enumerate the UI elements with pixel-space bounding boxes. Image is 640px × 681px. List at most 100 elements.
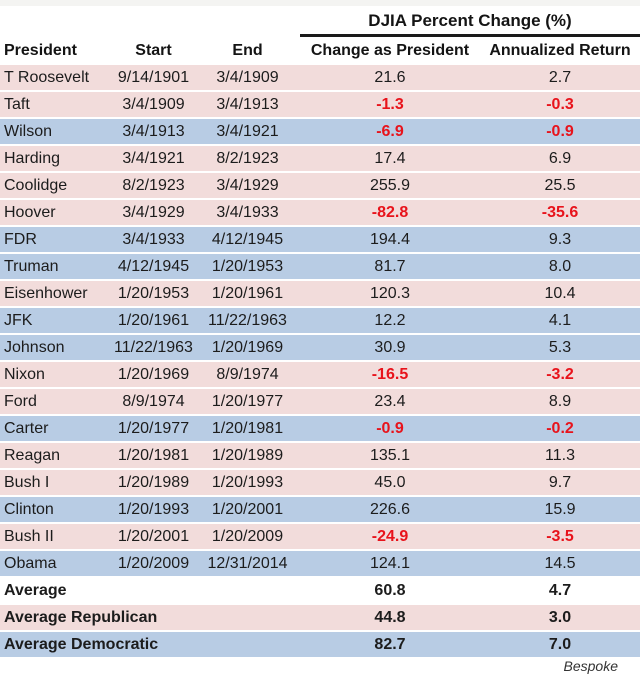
start-date-cell: 1/20/1969 xyxy=(112,362,195,387)
change-as-president-cell: 124.1 xyxy=(300,551,480,576)
summary-annualized-cell: 3.0 xyxy=(480,605,640,630)
change-as-president-cell: -24.9 xyxy=(300,524,480,549)
end-date-cell: 1/20/1969 xyxy=(195,335,300,360)
annualized-return-cell: -0.3 xyxy=(480,92,640,117)
president-cell: FDR xyxy=(0,227,112,252)
summary-annualized-cell: 7.0 xyxy=(480,632,640,657)
table-row: Wilson 3/4/1913 3/4/1921 -6.9 -0.9 xyxy=(0,119,640,144)
end-date-cell: 8/2/1923 xyxy=(195,146,300,171)
annualized-return-cell: 2.7 xyxy=(480,65,640,90)
group-title-row: DJIA Percent Change (%) xyxy=(0,8,640,37)
summary-label-cell: Average Democratic xyxy=(0,632,300,657)
summary-label-cell: Average xyxy=(4,581,67,599)
column-header-change: Change as President xyxy=(310,42,470,59)
source-credit: Bespoke xyxy=(563,658,618,674)
summary-label-cell: Average Republican xyxy=(0,605,300,630)
end-date-cell: 4/12/1945 xyxy=(195,227,300,252)
president-cell: Ford xyxy=(0,389,112,414)
start-date-cell: 8/2/1923 xyxy=(112,173,195,198)
annualized-return-cell: 9.3 xyxy=(480,227,640,252)
column-header-president: President xyxy=(4,42,77,59)
column-header-end: End xyxy=(232,42,263,59)
end-date-cell: 1/20/1953 xyxy=(195,254,300,279)
table-row: Taft 3/4/1909 3/4/1913 -1.3 -0.3 xyxy=(0,92,640,117)
table-row: Bush II 1/20/2001 1/20/2009 -24.9 -3.5 xyxy=(0,524,640,549)
annualized-return-cell: 5.3 xyxy=(480,335,640,360)
annualized-return-cell: 15.9 xyxy=(480,497,640,522)
start-date-cell: 4/12/1945 xyxy=(112,254,195,279)
table-group-title: DJIA Percent Change (%) xyxy=(300,8,640,37)
change-as-president-cell: -6.9 xyxy=(300,119,480,144)
table-row: JFK 1/20/1961 11/22/1963 12.2 4.1 xyxy=(0,308,640,333)
annualized-return-cell: 25.5 xyxy=(480,173,640,198)
start-date-cell: 1/20/2001 xyxy=(112,524,195,549)
annualized-return-cell: 14.5 xyxy=(480,551,640,576)
table-row: Reagan 1/20/1981 1/20/1989 135.1 11.3 xyxy=(0,443,640,468)
president-cell: Coolidge xyxy=(0,173,112,198)
start-date-cell: 9/14/1901 xyxy=(112,65,195,90)
start-date-cell: 1/20/1993 xyxy=(112,497,195,522)
summary-annualized-cell: 4.7 xyxy=(548,581,572,599)
president-cell: JFK xyxy=(0,308,112,333)
change-as-president-cell: -1.3 xyxy=(300,92,480,117)
start-date-cell: 3/4/1933 xyxy=(112,227,195,252)
end-date-cell: 3/4/1909 xyxy=(195,65,300,90)
change-as-president-cell: 23.4 xyxy=(300,389,480,414)
summary-change-cell: 44.8 xyxy=(300,605,480,630)
column-header-start: Start xyxy=(135,42,172,59)
president-cell: Eisenhower xyxy=(0,281,112,306)
annualized-return-cell: 9.7 xyxy=(480,470,640,495)
president-cell: Taft xyxy=(0,92,112,117)
summary-row: Average 60.8 4.7 xyxy=(0,578,640,603)
table-row: Hoover 3/4/1929 3/4/1933 -82.8 -35.6 xyxy=(0,200,640,225)
president-cell: Harding xyxy=(0,146,112,171)
change-as-president-cell: -0.9 xyxy=(300,416,480,441)
start-date-cell: 8/9/1974 xyxy=(112,389,195,414)
annualized-return-cell: 11.3 xyxy=(480,443,640,468)
change-as-president-cell: 255.9 xyxy=(300,173,480,198)
start-date-cell: 11/22/1963 xyxy=(112,335,195,360)
annualized-return-cell: -3.2 xyxy=(480,362,640,387)
group-title-spacer xyxy=(0,8,300,37)
president-cell: Hoover xyxy=(0,200,112,225)
change-as-president-cell: 120.3 xyxy=(300,281,480,306)
table-row: Coolidge 8/2/1923 3/4/1929 255.9 25.5 xyxy=(0,173,640,198)
start-date-cell: 3/4/1921 xyxy=(112,146,195,171)
start-date-cell: 3/4/1913 xyxy=(112,119,195,144)
start-date-cell: 3/4/1909 xyxy=(112,92,195,117)
start-date-cell: 1/20/1953 xyxy=(112,281,195,306)
start-date-cell: 1/20/2009 xyxy=(112,551,195,576)
table-row: Truman 4/12/1945 1/20/1953 81.7 8.0 xyxy=(0,254,640,279)
end-date-cell: 8/9/1974 xyxy=(195,362,300,387)
change-as-president-cell: 17.4 xyxy=(300,146,480,171)
change-as-president-cell: 194.4 xyxy=(300,227,480,252)
end-date-cell: 3/4/1921 xyxy=(195,119,300,144)
end-date-cell: 1/20/2001 xyxy=(195,497,300,522)
summary-change-cell: 60.8 xyxy=(374,581,406,599)
start-date-cell: 3/4/1929 xyxy=(112,200,195,225)
table-row: T Roosevelt 9/14/1901 3/4/1909 21.6 2.7 xyxy=(0,65,640,90)
president-cell: Bush I xyxy=(0,470,112,495)
summary-change-cell: 82.7 xyxy=(300,632,480,657)
president-rows: T Roosevelt 9/14/1901 3/4/1909 21.6 2.7 … xyxy=(0,65,640,576)
change-as-president-cell: 81.7 xyxy=(300,254,480,279)
change-as-president-cell: -82.8 xyxy=(300,200,480,225)
annualized-return-cell: -0.9 xyxy=(480,119,640,144)
president-cell: Johnson xyxy=(0,335,112,360)
start-date-cell: 1/20/1961 xyxy=(112,308,195,333)
end-date-cell: 1/20/1977 xyxy=(195,389,300,414)
end-date-cell: 12/31/2014 xyxy=(195,551,300,576)
summary-rows: Average 60.8 4.7 Average Republican 44.8… xyxy=(0,578,640,657)
annualized-return-cell: 10.4 xyxy=(480,281,640,306)
annualized-return-cell: 8.9 xyxy=(480,389,640,414)
change-as-president-cell: 21.6 xyxy=(300,65,480,90)
president-cell: Truman xyxy=(0,254,112,279)
president-cell: Clinton xyxy=(0,497,112,522)
start-date-cell: 1/20/1989 xyxy=(112,470,195,495)
table-row: Ford 8/9/1974 1/20/1977 23.4 8.9 xyxy=(0,389,640,414)
change-as-president-cell: -16.5 xyxy=(300,362,480,387)
table-row: Carter 1/20/1977 1/20/1981 -0.9 -0.2 xyxy=(0,416,640,441)
table-row: Bush I 1/20/1989 1/20/1993 45.0 9.7 xyxy=(0,470,640,495)
annualized-return-cell: -35.6 xyxy=(480,200,640,225)
